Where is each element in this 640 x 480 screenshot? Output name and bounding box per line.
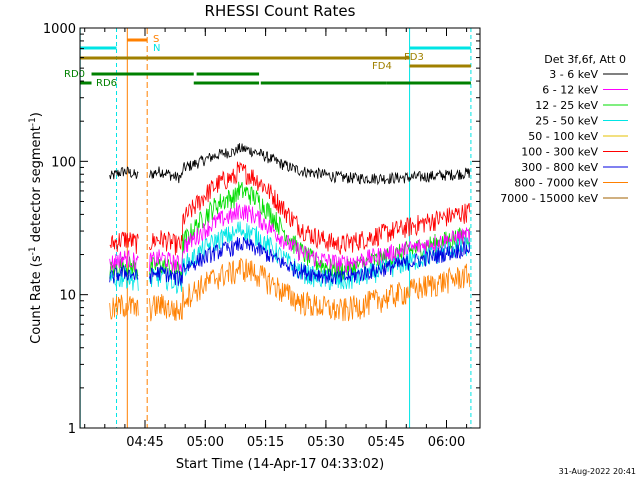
flag-label-fd4: FD4 (372, 61, 392, 72)
chart-title: RHESSI Count Rates (205, 2, 356, 20)
x-tick-label: 06:00 (428, 435, 465, 450)
legend-label: 12 - 25 keV (535, 99, 598, 112)
flag-label-rd6: RD6 (96, 78, 117, 89)
plot-area: SN FD3 FD4 RD0 RD6 (64, 28, 472, 428)
series-line-800-7000keV (149, 257, 471, 322)
x-tick-label: 04:45 (126, 435, 163, 450)
x-tick-label: 05:30 (307, 435, 344, 450)
flag-label-rd0: RD0 (64, 69, 85, 80)
flag-label-n: N (153, 43, 160, 54)
series-line-3-6keV (109, 166, 139, 180)
series-line-6-12keV (149, 202, 471, 273)
y-tick-label: 100 (51, 155, 76, 170)
y-tick-label: 10 (59, 289, 76, 304)
legend-label: 300 - 800 keV (521, 161, 598, 174)
series-line-25-50keV (149, 221, 471, 294)
x-tick-label: 05:15 (247, 435, 284, 450)
legend-label: 7000 - 15000 keV (500, 192, 598, 205)
x-tick-label: 05:00 (187, 435, 224, 450)
series-line-100-300keV (149, 161, 471, 256)
series-line-6-12keV (109, 249, 139, 271)
series-line-3-6keV (149, 143, 471, 186)
x-tick-label: 05:45 (367, 435, 404, 450)
y-axis-label: Count Rate (s-1 detector segment-1) (28, 112, 44, 344)
legend-label: 800 - 7000 keV (514, 177, 598, 190)
series-line-800-7000keV (109, 294, 139, 320)
series-line-300-800keV (149, 236, 471, 286)
flag-label-s: S (153, 34, 159, 45)
legend: 3 - 6 keV 6 - 12 keV 12 - 25 keV 25 - 50 ke… (500, 68, 628, 205)
legend-label: 25 - 50 keV (535, 115, 598, 128)
legend-header: Det 3f,6f, Att 0 (544, 53, 626, 66)
legend-label: 100 - 300 keV (521, 146, 598, 159)
legend-label: 3 - 6 keV (549, 68, 598, 81)
series-line-300-800keV (109, 264, 139, 284)
plot-frame (79, 27, 481, 429)
flag-label-fd3: FD3 (404, 52, 424, 63)
series-line-100-300keV (109, 231, 139, 254)
x-axis-label: Start Time (14-Apr-17 04:33:02) (176, 457, 384, 472)
footer-date: 31-Aug-2022 20:41 (559, 467, 636, 476)
y-tick-label: 1 (68, 422, 76, 437)
legend-label: 50 - 100 keV (528, 130, 598, 143)
axes: 1 10 100 1000 04:45 05:00 05:15 05:30 05:45 06:00 (43, 22, 481, 450)
legend-label: 6 - 12 keV (542, 84, 598, 97)
y-tick-label: 1000 (43, 22, 76, 37)
